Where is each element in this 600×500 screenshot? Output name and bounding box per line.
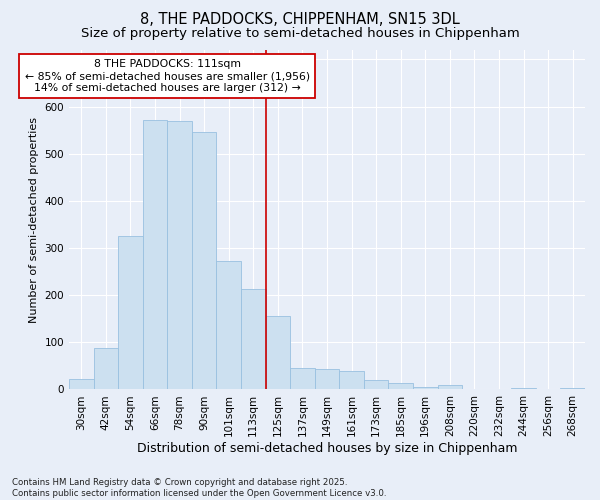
Bar: [388, 383, 413, 390]
Text: Size of property relative to semi-detached houses in Chippenham: Size of property relative to semi-detach…: [80, 28, 520, 40]
Bar: [217, 261, 241, 390]
Y-axis label: Number of semi-detached properties: Number of semi-detached properties: [29, 116, 39, 322]
Text: 8 THE PADDOCKS: 111sqm
← 85% of semi-detached houses are smaller (1,956)
14% of : 8 THE PADDOCKS: 111sqm ← 85% of semi-det…: [25, 60, 310, 92]
Text: 8, THE PADDOCKS, CHIPPENHAM, SN15 3DL: 8, THE PADDOCKS, CHIPPENHAM, SN15 3DL: [140, 12, 460, 28]
Bar: [192, 132, 217, 390]
Text: Contains HM Land Registry data © Crown copyright and database right 2025.
Contai: Contains HM Land Registry data © Crown c…: [12, 478, 386, 498]
Bar: [167, 120, 192, 390]
Bar: [315, 368, 339, 390]
Bar: [560, 388, 585, 390]
Bar: [118, 236, 143, 390]
Bar: [143, 120, 167, 390]
Bar: [511, 388, 536, 390]
Bar: [94, 348, 118, 390]
Bar: [266, 316, 290, 390]
Bar: [413, 387, 437, 390]
Bar: [69, 379, 94, 390]
Bar: [364, 380, 388, 390]
Bar: [241, 289, 266, 390]
Bar: [339, 370, 364, 390]
X-axis label: Distribution of semi-detached houses by size in Chippenham: Distribution of semi-detached houses by …: [137, 442, 517, 455]
Bar: [290, 368, 315, 390]
Bar: [437, 384, 462, 390]
